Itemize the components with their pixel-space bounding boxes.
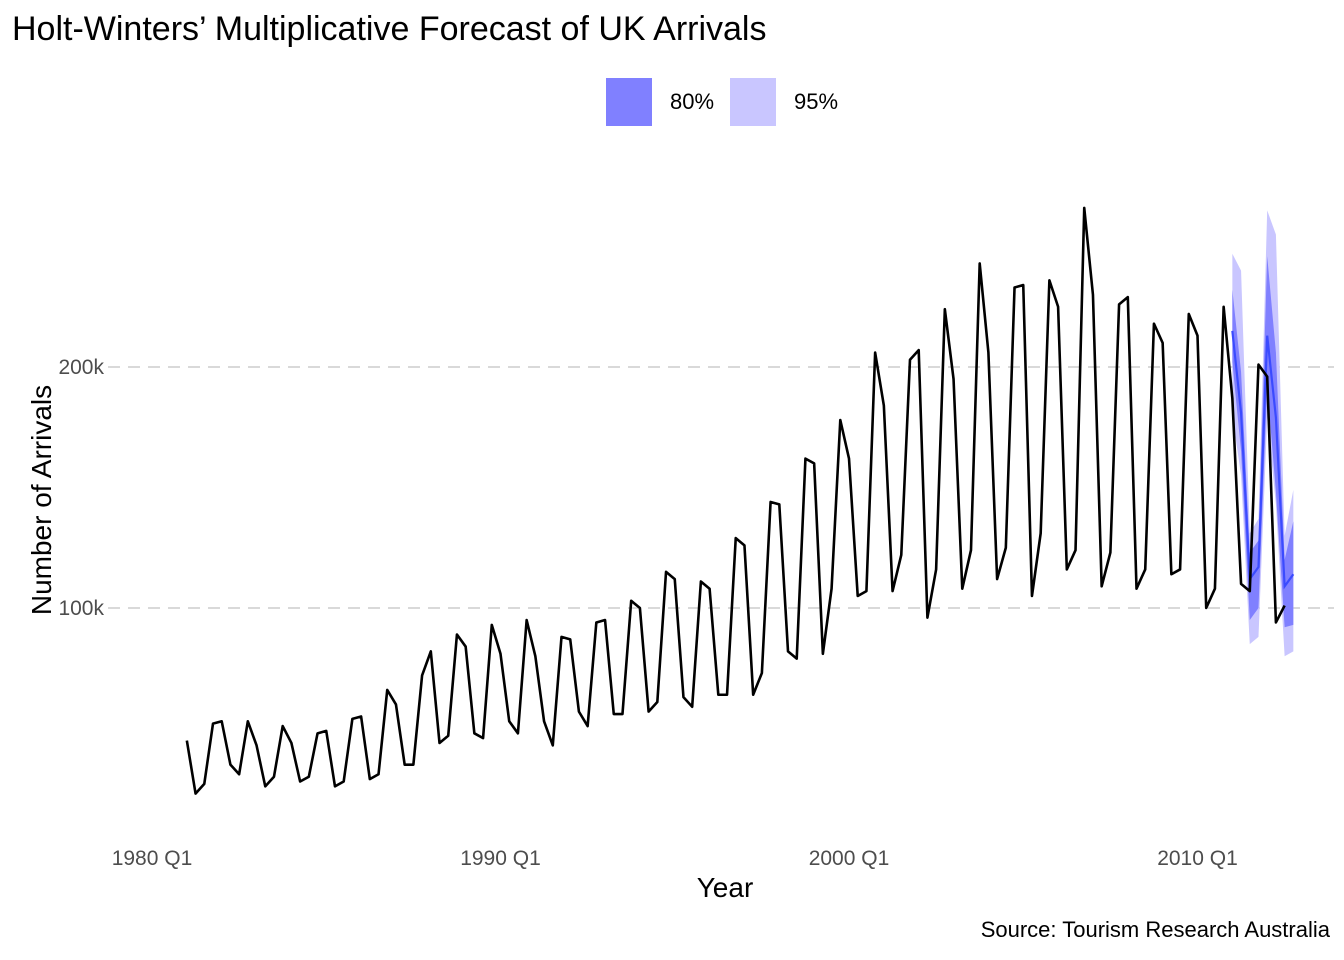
- x-tick-label: 2000 Q1: [809, 847, 890, 870]
- legend-item-80: 80%: [606, 78, 714, 126]
- chart-title: Holt-Winters’ Multiplicative Forecast of…: [12, 10, 767, 48]
- y-axis-title: Number of Arrivals: [26, 384, 57, 616]
- legend-label-80: 80%: [670, 89, 715, 114]
- x-axis-ticks: 1980 Q1 1990 Q1 2000 Q1 2010 Q1: [112, 847, 1238, 870]
- legend-swatch-95: [730, 78, 777, 126]
- legend-item-95: 95%: [730, 78, 838, 126]
- y-tick-label: 100k: [58, 597, 104, 620]
- legend-label-95: 95%: [794, 89, 839, 114]
- caption: Source: Tourism Research Australia: [980, 917, 1330, 942]
- y-axis-ticks: 100k 200k: [58, 356, 104, 620]
- x-tick-label: 1980 Q1: [112, 847, 193, 870]
- legend: 80% 95%: [606, 78, 854, 126]
- legend-swatch-80: [606, 78, 652, 126]
- y-tick-label: 200k: [58, 356, 104, 379]
- x-axis-title: Year: [696, 872, 754, 903]
- forecast-mean: [1231, 330, 1295, 590]
- x-tick-label: 1990 Q1: [460, 847, 541, 870]
- x-tick-label: 2010 Q1: [1157, 847, 1238, 870]
- forecast-mean-line: [1231, 330, 1295, 590]
- observed-series: [185, 206, 1286, 795]
- observed-line: [185, 206, 1286, 795]
